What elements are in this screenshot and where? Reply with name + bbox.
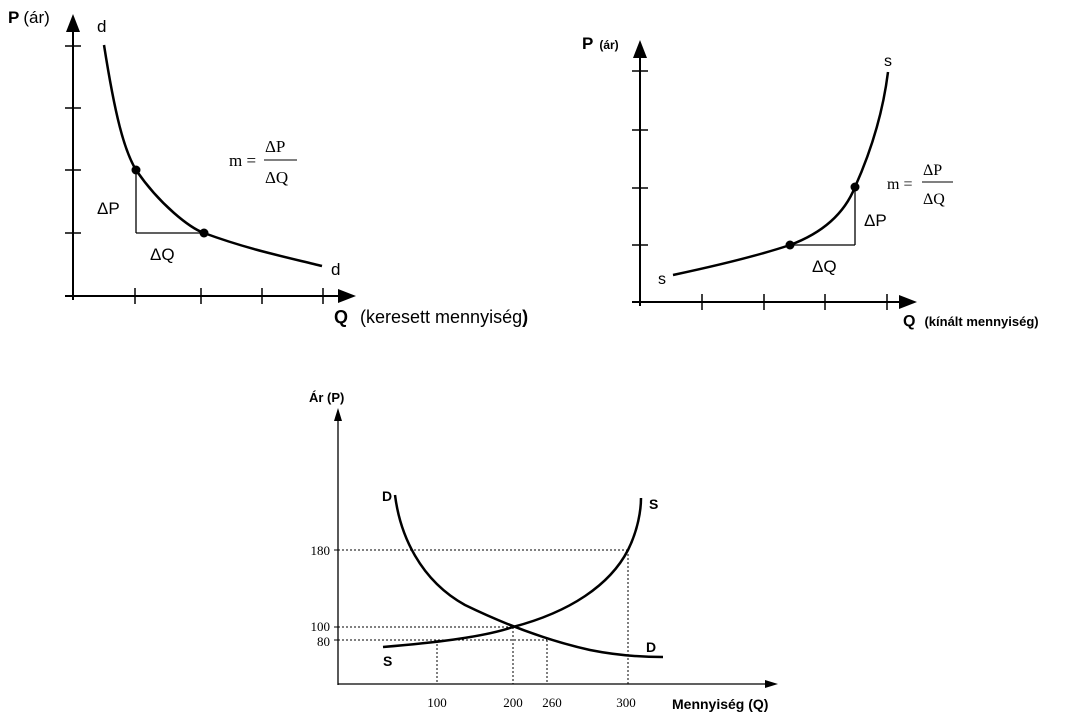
eq-x-tick-label-300: 300 [616,695,636,710]
eq-x-tick-label-200: 200 [503,695,523,710]
supply-x-axis-label-rest: (kínált mennyiség) [924,314,1038,329]
demand-x-axis-label: Q (keresett mennyiség) [334,307,528,327]
supply-formula-den: ΔQ [923,191,945,208]
eq-demand-label-start: D [382,488,392,504]
eq-y-axis-label: Ár (P) [309,390,344,405]
demand-x-axis-arrow [338,289,356,303]
supply-x-axis-arrow [899,295,917,309]
demand-formula-num: ΔP [265,137,285,156]
eq-x-tick-label-260: 260 [542,695,562,710]
supply-y-axis-arrow [633,40,647,58]
eq-supply-curve [382,497,643,649]
supply-curve-label-end: s [884,53,892,70]
demand-y-axis-arrow [66,14,80,32]
eq-supply-label-end: S [649,496,658,512]
demand-y-axis-label-bold: P [8,8,19,27]
supply-point [785,240,795,250]
supply-x-axis-label: Q (kínált mennyiség) [903,313,1039,330]
demand-slope-formula: m = ΔP ΔQ [229,137,297,187]
supply-formula-num: ΔP [923,162,942,179]
eq-demand-curve [393,494,664,659]
supply-y-axis-label: P (ár) [582,34,619,53]
eq-demand-label-end: D [646,639,656,655]
eq-y-tick-label-100: 100 [311,619,331,634]
supply-curve [672,71,890,277]
demand-point [199,228,209,238]
supply-curve-label-start: s [658,271,666,288]
demand-y-axis-label: P (ár) [8,8,50,27]
demand-formula-den: ΔQ [265,168,288,187]
supply-formula-lhs: m = [887,176,912,193]
supply-slope-formula: m = ΔP ΔQ [887,162,953,208]
eq-y-axis-arrow [334,408,342,421]
demand-formula-lhs: m = [229,151,256,170]
supply-delta-q-label: ΔQ [812,257,837,276]
eq-y-tick-label-180: 180 [311,543,331,558]
supply-point [850,182,860,192]
demand-x-axis-label-close: ) [522,307,528,327]
supply-y-axis-label-rest: (ár) [599,38,618,52]
eq-x-axis-label: Mennyiség (Q) [672,696,768,712]
supply-delta-p-label: ΔP [864,211,887,230]
demand-delta-q-label: ΔQ [150,245,175,264]
demand-y-axis-label-rest: (ár) [23,8,49,27]
eq-supply-label-start: S [383,653,392,669]
eq-x-axis-arrow [765,680,778,688]
supply-y-axis-label-bold: P [582,34,593,53]
supply-chart: P (ár) Q (kínált mennyiség) s s ΔP ΔQ m = … [582,34,1039,330]
demand-curve-label-end: d [331,260,340,279]
eq-y-tick-label-80: 80 [317,634,330,649]
demand-delta-p-label: ΔP [97,199,120,218]
demand-curve [102,44,323,268]
demand-x-axis-label-rest: (keresett mennyiség [360,307,522,327]
demand-chart: P (ár) Q (keresett mennyiség) d d ΔP ΔQ m … [8,8,528,327]
eq-x-tick-label-100: 100 [427,695,447,710]
demand-point [131,165,141,175]
demand-x-axis-label-bold: Q [334,307,348,327]
demand-curve-label-start: d [97,17,106,36]
equilibrium-chart: Ár (P) Mennyiség (Q) 180 100 80 100 200 … [309,390,778,712]
supply-x-axis-label-bold: Q [903,313,915,330]
